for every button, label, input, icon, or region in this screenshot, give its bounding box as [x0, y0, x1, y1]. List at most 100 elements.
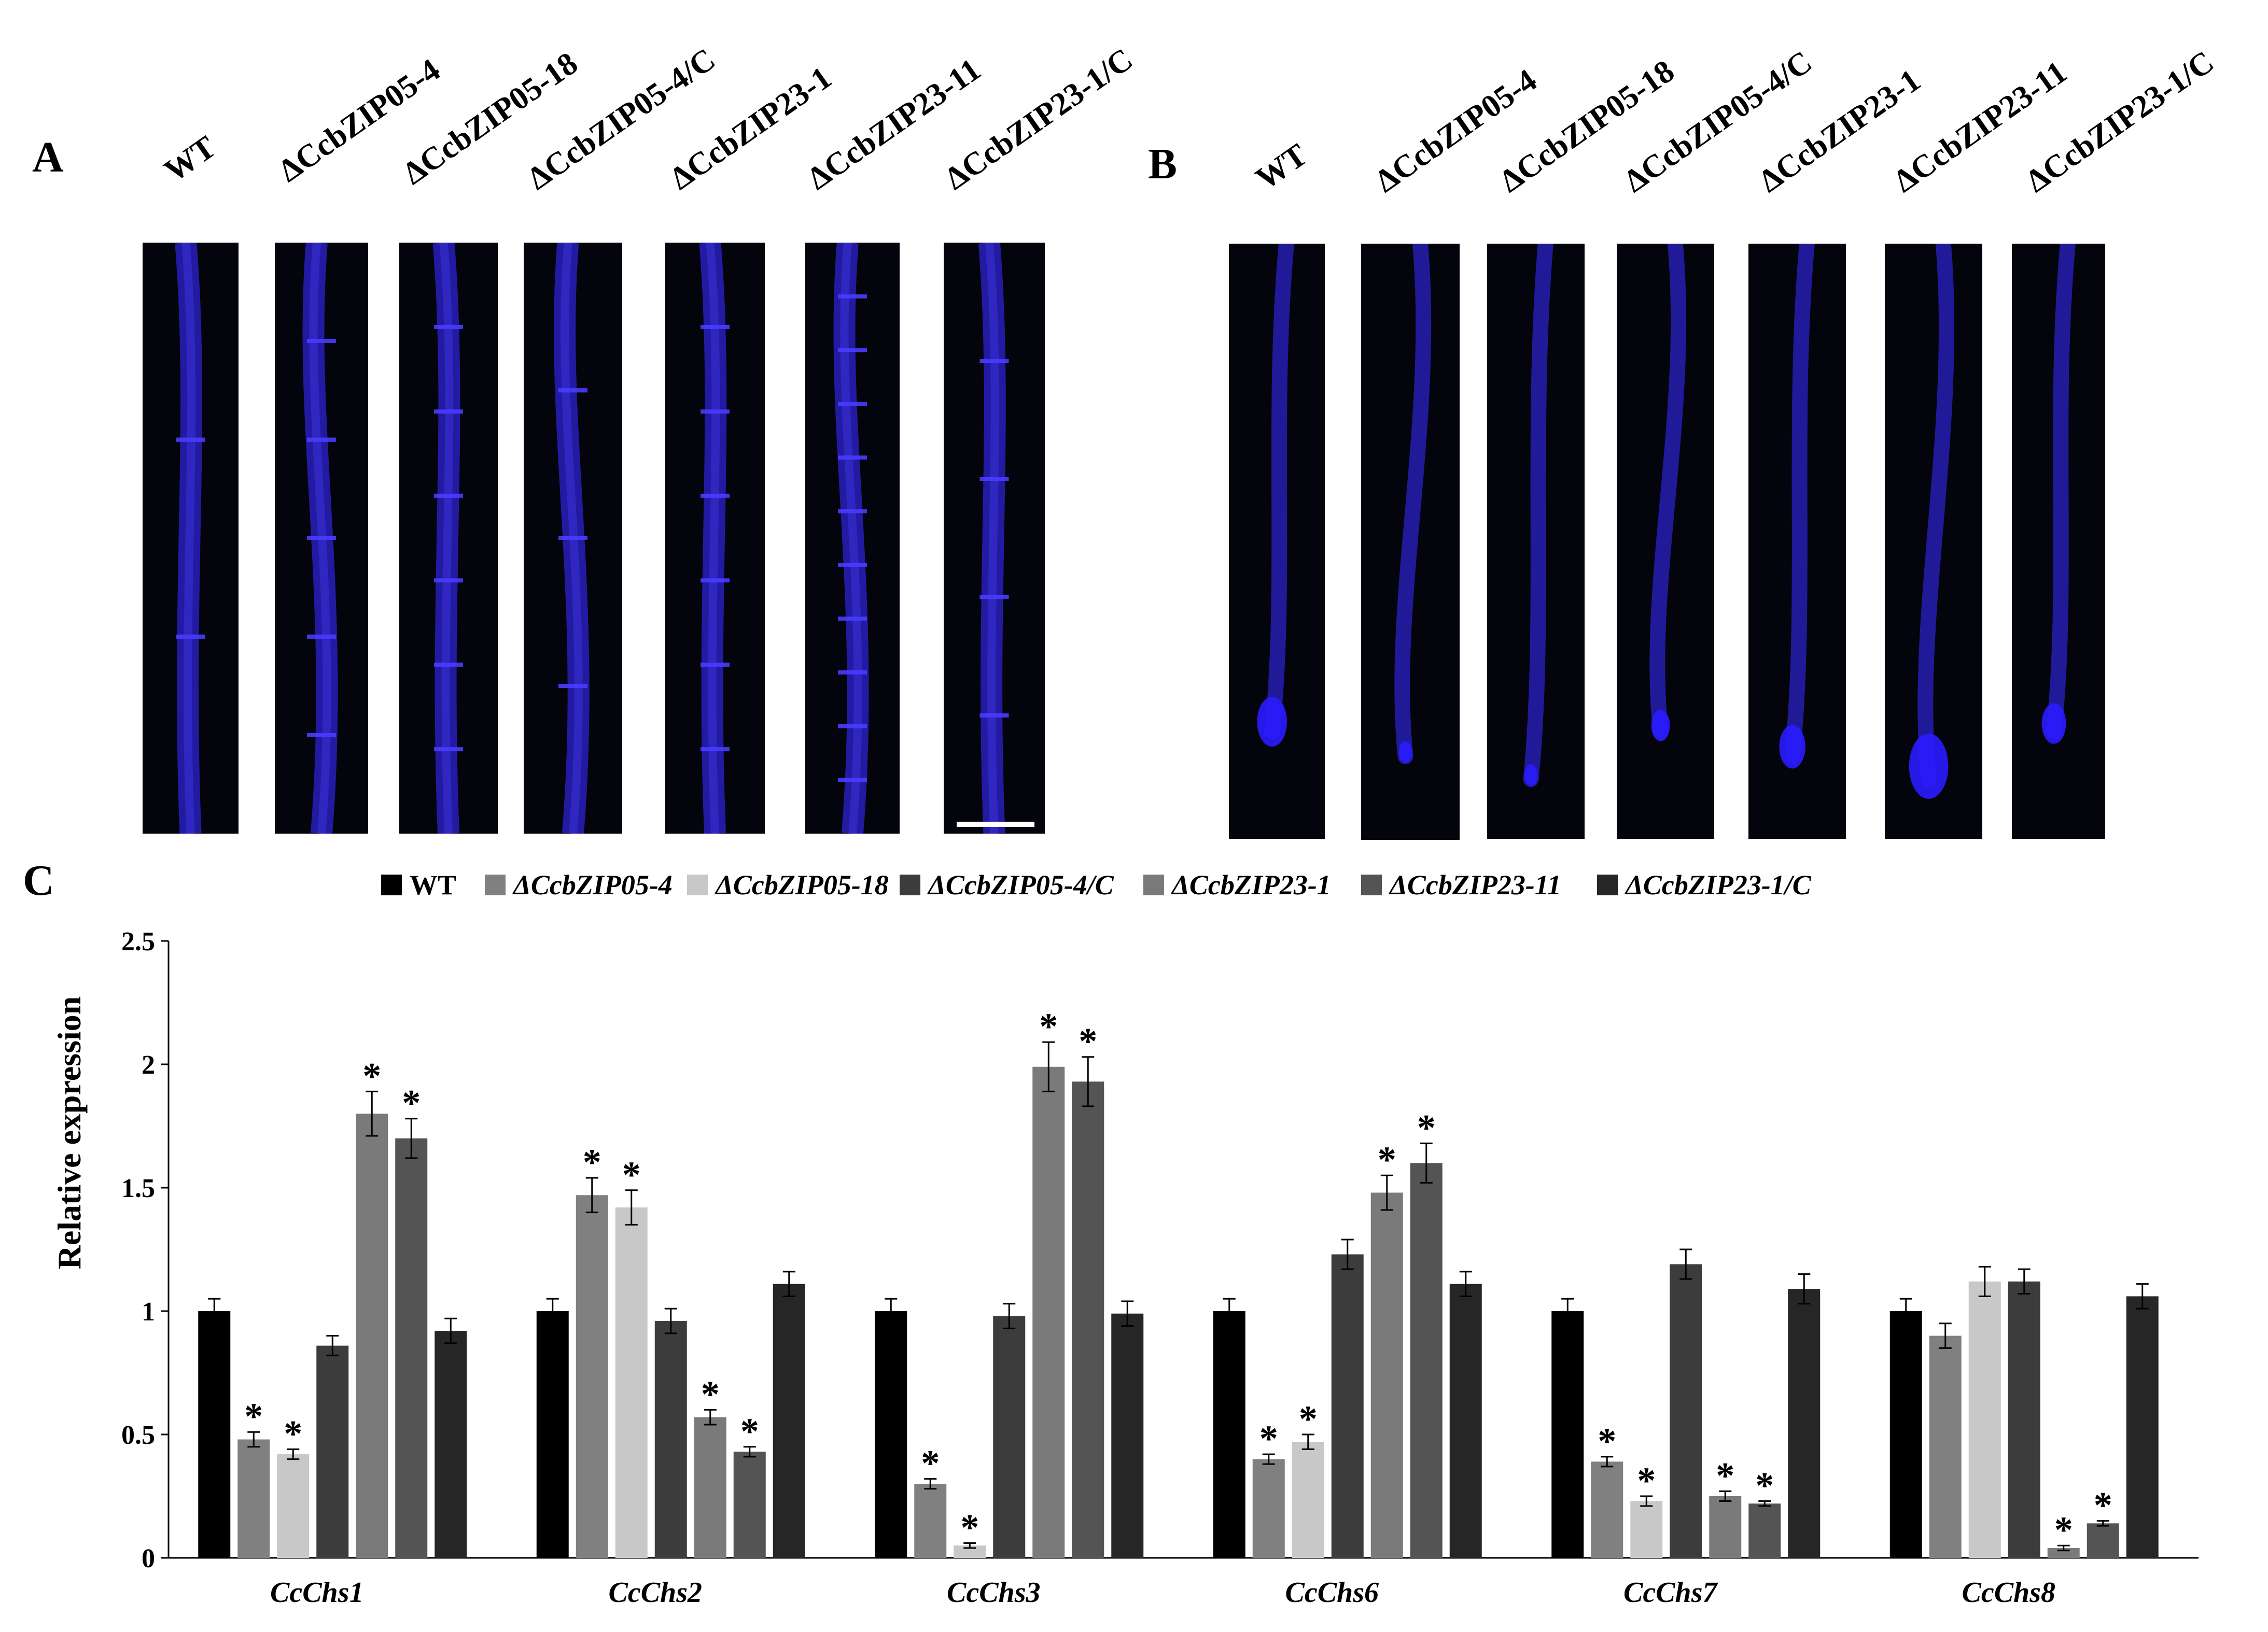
svg-text:ΔCcbZIP05-18: ΔCcbZIP05-18: [715, 869, 889, 901]
error-bar: [546, 1298, 559, 1325]
error-bar: [1223, 1298, 1236, 1325]
error-bar: [1082, 1056, 1095, 1107]
significance-marker: *: [284, 1413, 302, 1455]
micrograph-b-delta-ccbzip23-1: [1748, 244, 1846, 839]
y-tick-label: 0.5: [121, 1420, 155, 1450]
svg-text:WT: WT: [410, 869, 456, 901]
error-bar: [1719, 1490, 1732, 1502]
scale-bar: [957, 822, 1034, 827]
x-tick-label: CcChs7: [1623, 1577, 1718, 1609]
y-tick-label: 1.5: [121, 1174, 155, 1203]
error-bar: [1380, 1174, 1393, 1211]
bar-ccchs8-delta-ccbzip05-18: [1968, 1281, 2001, 1558]
error-bar: [782, 1271, 795, 1297]
y-tick-label: 2.5: [121, 927, 155, 956]
x-tick-label: CcChs6: [1285, 1577, 1379, 1609]
significance-marker: *: [2094, 1485, 2112, 1526]
error-bar: [585, 1177, 598, 1214]
micrograph-b-delta-ccbzip05-4-c: [1617, 244, 1714, 839]
bar-ccchs1-delta-ccbzip05-18: [277, 1454, 310, 1558]
micrograph-a-wt: [143, 243, 239, 834]
bar-ccchs1-delta-ccbzip05-4: [237, 1439, 270, 1558]
error-bar: [405, 1118, 418, 1159]
bar-ccchs1-delta-ccbzip05-4-c: [316, 1345, 349, 1558]
bar-ccchs2-delta-ccbzip23-1: [694, 1417, 726, 1558]
error-bar: [2018, 1268, 2031, 1295]
bar-ccchs7-delta-ccbzip05-4-c: [1670, 1264, 1702, 1558]
x-tick-label: CcChs2: [609, 1577, 703, 1609]
micrograph-b-delta-ccbzip23-1-c: [2012, 244, 2105, 839]
micrograph-a-delta-ccbzip23-1-c: [944, 243, 1045, 834]
significance-marker: *: [701, 1373, 720, 1415]
significance-marker: *: [622, 1154, 641, 1195]
bar-ccchs3-delta-ccbzip23-1-c: [1111, 1313, 1144, 1558]
bar-ccchs7-delta-ccbzip23-1: [1709, 1496, 1742, 1558]
error-bar: [2057, 1544, 2070, 1552]
error-bar: [208, 1298, 221, 1325]
significance-marker: *: [740, 1411, 759, 1452]
micrograph-a-delta-ccbzip23-11: [805, 243, 900, 834]
bar-ccchs2-delta-ccbzip23-11: [733, 1452, 766, 1558]
micrograph-b-delta-ccbzip05-18: [1487, 244, 1585, 839]
significance-marker: *: [1259, 1418, 1278, 1459]
panel-a-label: A: [32, 133, 64, 181]
significance-marker: *: [2054, 1509, 2073, 1551]
error-bar: [885, 1298, 898, 1325]
error-bar: [2136, 1283, 2149, 1310]
legend-entry-wt: WT: [381, 869, 456, 901]
bar-ccchs6-delta-ccbzip23-1: [1370, 1192, 1403, 1558]
error-bar: [1601, 1456, 1614, 1468]
error-bar: [1640, 1495, 1653, 1507]
error-bar: [1262, 1453, 1275, 1465]
micrograph-b-wt: [1229, 244, 1325, 839]
micrograph-b-delta-ccbzip23-11: [1885, 244, 1982, 839]
significance-marker: *: [1755, 1465, 1774, 1507]
panel-b-label-wt: WT: [1249, 137, 1314, 197]
bar-ccchs2-delta-ccbzip05-18: [615, 1207, 648, 1558]
significance-marker: *: [960, 1507, 979, 1548]
error-bar: [963, 1542, 976, 1549]
bar-ccchs1-delta-ccbzip23-11: [395, 1138, 428, 1558]
micrograph-a-delta-ccbzip23-1: [665, 243, 765, 834]
x-tick-label: CcChs1: [270, 1577, 364, 1609]
significance-marker: *: [1039, 1006, 1058, 1047]
error-bar: [1341, 1239, 1354, 1270]
bar-ccchs8-delta-ccbzip05-4-c: [2008, 1281, 2040, 1558]
error-bar: [444, 1317, 457, 1344]
bar-ccchs8-delta-ccbzip23-11: [2087, 1523, 2119, 1558]
error-bar: [1042, 1041, 1055, 1092]
significance-marker: *: [583, 1142, 601, 1183]
bar-ccchs8-delta-ccbzip05-4: [1929, 1335, 1962, 1558]
significance-marker: *: [1598, 1420, 1616, 1462]
svg-text:ΔCcbZIP23-1: ΔCcbZIP23-1: [1171, 869, 1331, 901]
error-bar: [1679, 1248, 1692, 1280]
axes: 0 0.5 1 1.5 2 2.5 CcChs1 CcChs2 CcChs3 CcChs6 CcCh…: [121, 927, 2199, 1609]
bar-ccchs1-wt: [198, 1311, 231, 1558]
bar-ccchs3-delta-ccbzip23-11: [1072, 1081, 1104, 1558]
error-bar: [1758, 1500, 1771, 1507]
y-axis-title: Relative expression: [51, 996, 88, 1270]
significance-marker: *: [1299, 1398, 1318, 1440]
chart: WT ΔCcbZIP05-4 ΔCcbZIP05-18 ΔCcbZIP05-4/C ΔC…: [51, 869, 2199, 1609]
y-tick-label: 1: [142, 1297, 155, 1327]
bar-ccchs8-delta-ccbzip23-1: [2047, 1547, 2080, 1558]
bar-ccchs2-wt: [536, 1311, 569, 1558]
bar-ccchs7-delta-ccbzip23-11: [1748, 1503, 1781, 1558]
bar-ccchs6-delta-ccbzip05-18: [1292, 1442, 1324, 1558]
error-bar: [287, 1448, 300, 1460]
error-bar: [366, 1090, 379, 1137]
bar-ccchs6-delta-ccbzip05-4: [1252, 1459, 1285, 1558]
y-tick-label: 0: [142, 1544, 155, 1573]
significance-marker: *: [402, 1082, 421, 1124]
bar-ccchs2-delta-ccbzip05-4-c: [654, 1321, 687, 1558]
significance-marker: *: [1079, 1021, 1097, 1062]
bar-ccchs3-wt: [875, 1311, 907, 1558]
x-tick-label: CcChs8: [1962, 1577, 2056, 1609]
error-bar: [1798, 1273, 1811, 1305]
error-bar: [924, 1478, 937, 1490]
svg-text:ΔCcbZIP23-11: ΔCcbZIP23-11: [1389, 869, 1561, 901]
micrograph-b-delta-ccbzip05-4: [1361, 244, 1460, 840]
error-bar: [664, 1307, 677, 1334]
error-bar: [704, 1409, 717, 1426]
svg-text:ΔCcbZIP05-4: ΔCcbZIP05-4: [512, 869, 673, 901]
